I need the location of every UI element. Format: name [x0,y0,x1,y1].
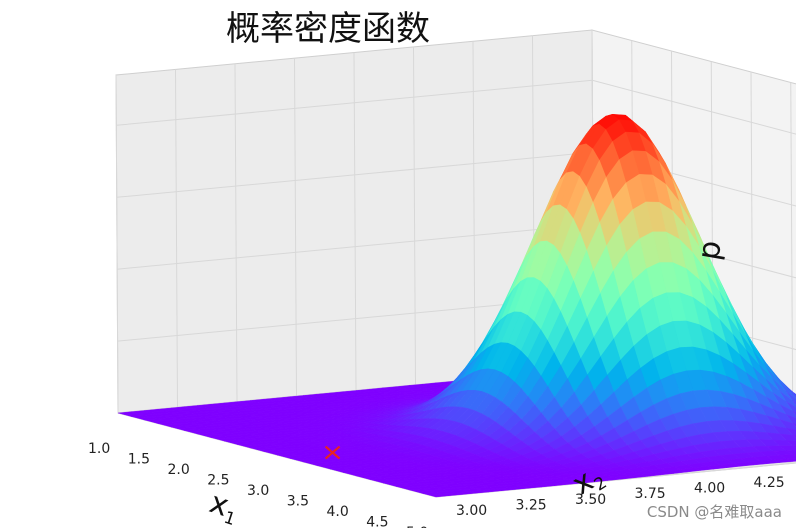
surface-patch [429,493,450,498]
x-tick-label: 1.5 [128,452,150,468]
x-tick-label: 4.5 [366,515,388,528]
grid-line-y [472,41,476,380]
y-tick-label: 3.75 [635,486,666,502]
y-tick-label: 4.00 [694,481,725,497]
marker-x [324,445,341,460]
x-tick-label: 3.0 [247,483,269,499]
tick-labels: 1.0 1.5 2.0 2.5 3.0 3.5 4.0 4.5 5.0 3.00 3.25 3.50 3… [88,441,785,528]
x-tick-label: 4.0 [327,504,349,520]
x-tick-label: 3.5 [287,494,309,510]
grid-line-z [116,79,796,135]
x-tick-label: 2.0 [168,462,190,478]
marks [324,445,341,460]
x-tick-label: 5.0 [406,525,428,528]
grid-line-y [294,58,297,397]
x-tick-label: 1.0 [88,441,110,457]
density-surface [117,114,796,498]
x-axis-label: x1 [204,485,243,528]
chart-title: 概率密度函数 [226,9,430,49]
grid-line-y [234,63,238,402]
x-tick-label: 2.5 [207,473,229,489]
watermark: CSDN @名难取aaa [646,503,782,521]
grid-line-x [790,82,794,421]
grid-line-y [115,74,119,414]
y-tick-label: 3.50 [575,492,606,508]
grid-line-y [175,69,178,408]
y-tick-label: 3.25 [516,497,547,513]
grid-line-y [353,52,357,391]
y-tick-label: 4.25 [754,475,785,491]
grid-line-y [413,46,416,385]
y-tick-label: 3.00 [456,503,487,519]
